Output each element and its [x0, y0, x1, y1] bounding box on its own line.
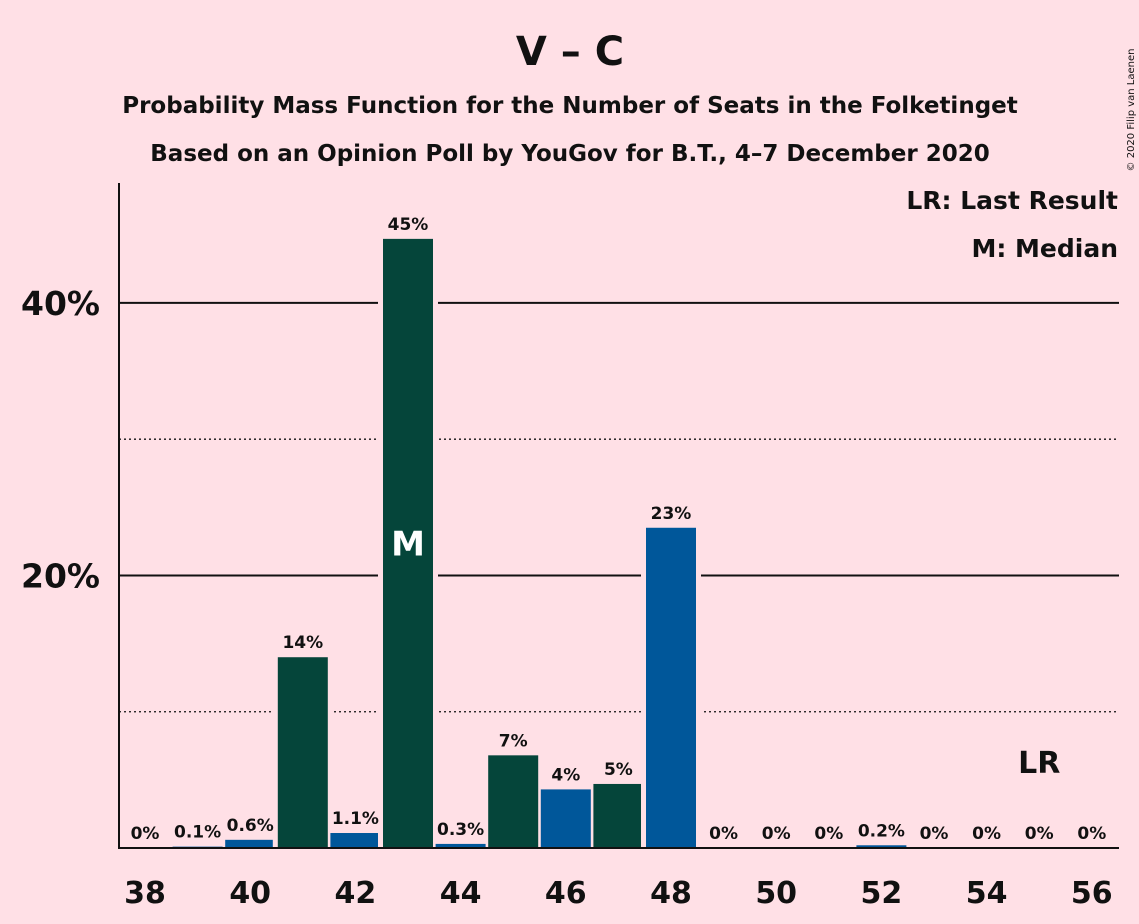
bar-41 — [277, 657, 328, 848]
bar-45 — [488, 755, 539, 848]
bar-47 — [593, 783, 644, 848]
data-label-49: 0% — [709, 824, 738, 844]
data-label-55: 0% — [1025, 824, 1054, 844]
bar-43 — [383, 238, 433, 848]
data-label-45: 7% — [499, 731, 528, 751]
data-label-43: 45% — [388, 215, 429, 235]
x-tick-42: 42 — [335, 876, 377, 911]
x-tick-50: 50 — [755, 876, 797, 911]
data-label-42: 1.1% — [332, 809, 379, 829]
data-label-48: 23% — [651, 504, 692, 524]
copyright-notice: © 2020 Filip van Laenen — [1126, 49, 1137, 172]
data-label-39: 0.1% — [174, 823, 221, 843]
x-tick-46: 46 — [545, 876, 587, 911]
x-tick-52: 52 — [861, 876, 903, 911]
x-ticks: 38 40 42 44 46 48 50 52 54 56 — [124, 876, 1113, 911]
median-marker: M — [391, 524, 425, 564]
bar-42 — [330, 833, 381, 848]
x-tick-56: 56 — [1071, 876, 1113, 911]
data-label-41: 14% — [282, 633, 323, 653]
chart-subtitle-source: Based on an Opinion Poll by YouGov for B… — [150, 141, 989, 167]
bar-44 — [435, 843, 486, 848]
data-label-56: 0% — [1077, 824, 1106, 844]
last-result-marker: LR — [1018, 746, 1060, 781]
x-tick-44: 44 — [440, 876, 482, 911]
data-label-54: 0% — [972, 824, 1001, 844]
x-tick-38: 38 — [124, 876, 166, 911]
x-tick-54: 54 — [966, 876, 1008, 911]
data-label-50: 0% — [762, 824, 791, 844]
data-label-47: 5% — [604, 760, 633, 780]
data-label-40: 0.6% — [227, 816, 274, 836]
x-tick-48: 48 — [650, 876, 692, 911]
data-label-46: 4% — [551, 765, 580, 785]
gridlines — [119, 301, 1119, 713]
legend-last-result: LR: Last Result — [906, 186, 1118, 215]
y-ticks: 20% 40% — [21, 284, 100, 596]
bar-40 — [225, 839, 276, 848]
data-label-51: 0% — [814, 824, 843, 844]
data-label-38: 0% — [131, 824, 160, 844]
chart-title: V – C — [516, 29, 624, 75]
chart-subtitle: Probability Mass Function for the Number… — [122, 93, 1018, 119]
x-tick-40: 40 — [229, 876, 271, 911]
y-tick-40: 40% — [21, 284, 100, 323]
data-label-53: 0% — [920, 824, 949, 844]
y-tick-20: 20% — [21, 556, 100, 595]
bars — [172, 234, 907, 848]
bar-52 — [856, 845, 907, 848]
bar-48 — [646, 527, 696, 848]
data-label-44: 0.3% — [437, 820, 484, 840]
legend-median: M: Median — [971, 234, 1118, 263]
data-labels: 0% 0.1% 0.6% 14% 1.1% 45% 0.3% 7% 4% 5% 23% 0% 0% 0% 0… — [131, 215, 1107, 844]
bar-46 — [540, 789, 591, 848]
data-label-52: 0.2% — [858, 821, 905, 841]
